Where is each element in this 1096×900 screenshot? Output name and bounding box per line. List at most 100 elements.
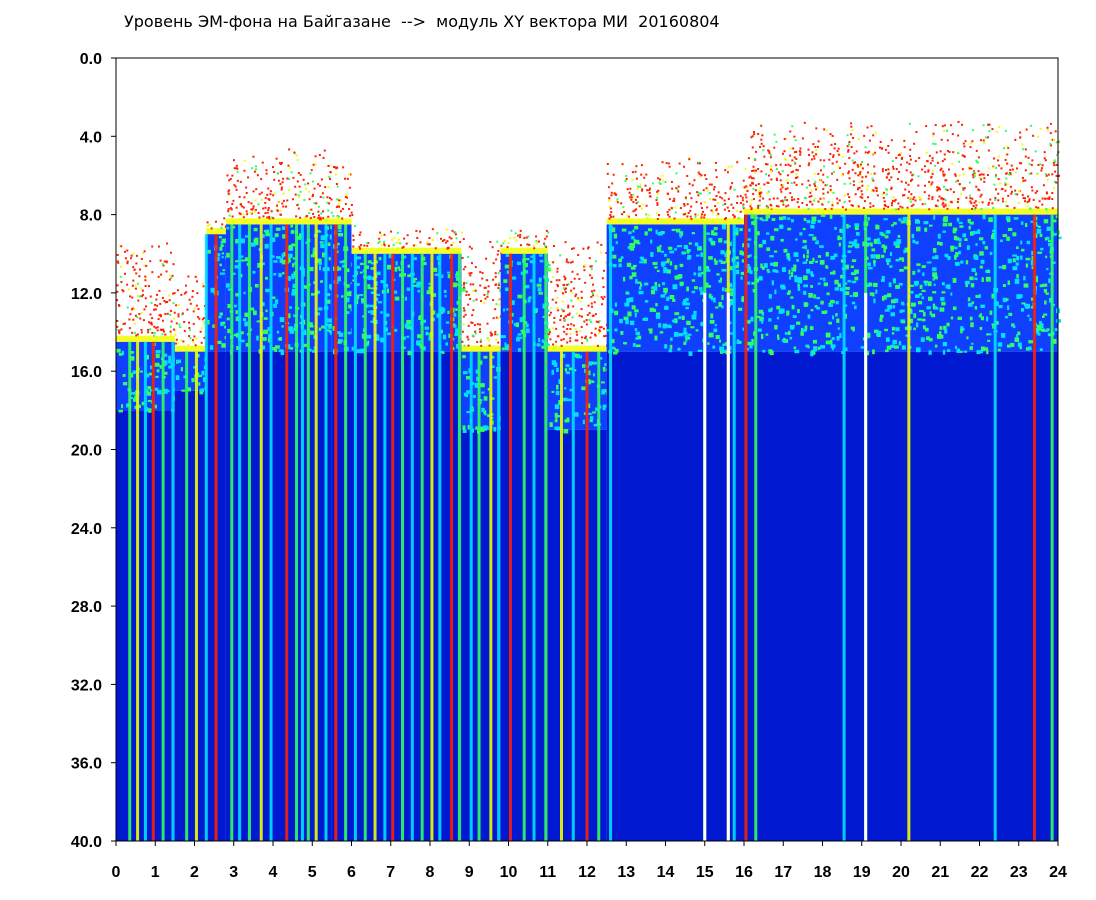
noise-dot <box>932 134 935 137</box>
noise-dot <box>1056 153 1059 156</box>
noise-dot <box>883 203 886 206</box>
noise-dot <box>295 154 298 157</box>
noise-dot <box>473 324 476 327</box>
noise-dot <box>955 180 958 183</box>
noise-dot <box>573 277 576 280</box>
speckle <box>847 279 851 283</box>
speckle <box>527 297 531 303</box>
noise-dot <box>752 182 755 185</box>
speckle <box>483 355 488 359</box>
speckle <box>976 350 981 355</box>
noise-dot <box>461 256 464 259</box>
noise-dot <box>931 196 934 199</box>
noise-dot <box>336 198 339 201</box>
noise-dot <box>162 330 165 333</box>
speckle <box>972 230 976 235</box>
speckle <box>984 246 989 250</box>
speckle <box>442 334 447 340</box>
noise-dot <box>124 257 127 260</box>
speckle <box>346 268 350 273</box>
noise-dot <box>203 317 206 320</box>
noise-dot <box>462 307 465 310</box>
noise-dot <box>640 207 643 210</box>
speckle <box>338 232 344 237</box>
speckle <box>402 273 406 277</box>
noise-dot <box>686 174 689 177</box>
speckle <box>779 216 784 221</box>
stripe <box>136 341 140 841</box>
speckle <box>1034 327 1040 333</box>
noise-dot <box>805 203 808 206</box>
noise-dot <box>494 275 497 278</box>
speckle <box>866 244 870 247</box>
noise-dot <box>975 204 978 207</box>
speckle <box>175 375 180 381</box>
noise-dot <box>390 230 393 233</box>
noise-dot <box>636 195 639 198</box>
noise-dot <box>317 205 320 208</box>
noise-dot <box>837 147 840 150</box>
noise-dot <box>608 199 611 202</box>
noise-dot <box>665 162 668 165</box>
noise-dot <box>276 209 279 212</box>
noise-dot <box>580 326 583 329</box>
noise-dot <box>499 288 502 291</box>
speckle <box>1040 328 1045 332</box>
speckle <box>977 229 981 234</box>
speckle <box>762 239 767 245</box>
noise-dot <box>127 288 130 291</box>
noise-dot <box>564 318 567 321</box>
speckle <box>538 291 543 295</box>
noise-dot <box>337 215 340 218</box>
noise-dot <box>598 328 601 331</box>
noise-dot <box>769 154 772 157</box>
noise-dot <box>784 158 787 161</box>
stripe <box>497 351 501 841</box>
noise-dot <box>736 201 739 204</box>
speckle <box>745 320 751 324</box>
speckle <box>713 226 718 231</box>
speckle <box>253 310 257 316</box>
speckle <box>1042 283 1048 287</box>
noise-dot <box>905 181 908 184</box>
noise-dot <box>309 172 312 175</box>
speckle <box>500 335 506 339</box>
speckle <box>658 283 661 287</box>
noise-dot <box>822 188 825 191</box>
speckle <box>266 230 269 234</box>
speckle <box>394 296 400 301</box>
speckle <box>931 313 936 318</box>
noise-dot <box>573 287 576 290</box>
speckle <box>954 345 958 349</box>
noise-dot <box>318 218 321 221</box>
noise-dot <box>715 208 718 211</box>
noise-dot <box>714 169 717 172</box>
speckle <box>634 225 639 230</box>
noise-dot <box>313 187 316 190</box>
speckle <box>563 428 569 434</box>
noise-dot <box>910 179 913 182</box>
noise-dot <box>807 207 810 210</box>
noise-dot <box>836 178 839 181</box>
noise-dot <box>786 181 789 184</box>
speckle <box>227 303 231 309</box>
noise-dot <box>192 322 195 325</box>
noise-dot <box>168 299 171 302</box>
speckle <box>466 390 470 394</box>
noise-dot <box>194 275 197 278</box>
speckle <box>989 251 993 255</box>
noise-dot <box>1041 164 1044 167</box>
noise-dot <box>705 187 708 190</box>
noise-dot <box>279 170 282 173</box>
noise-dot <box>250 208 253 211</box>
speckle <box>729 241 732 247</box>
speckle <box>443 289 447 294</box>
speckle <box>226 252 230 258</box>
speckle <box>327 242 331 247</box>
noise-dot <box>446 246 449 249</box>
noise-dot <box>609 207 612 210</box>
speckle <box>806 268 811 274</box>
noise-dot <box>698 192 701 195</box>
noise-dot <box>695 200 698 203</box>
noise-dot <box>682 213 685 216</box>
